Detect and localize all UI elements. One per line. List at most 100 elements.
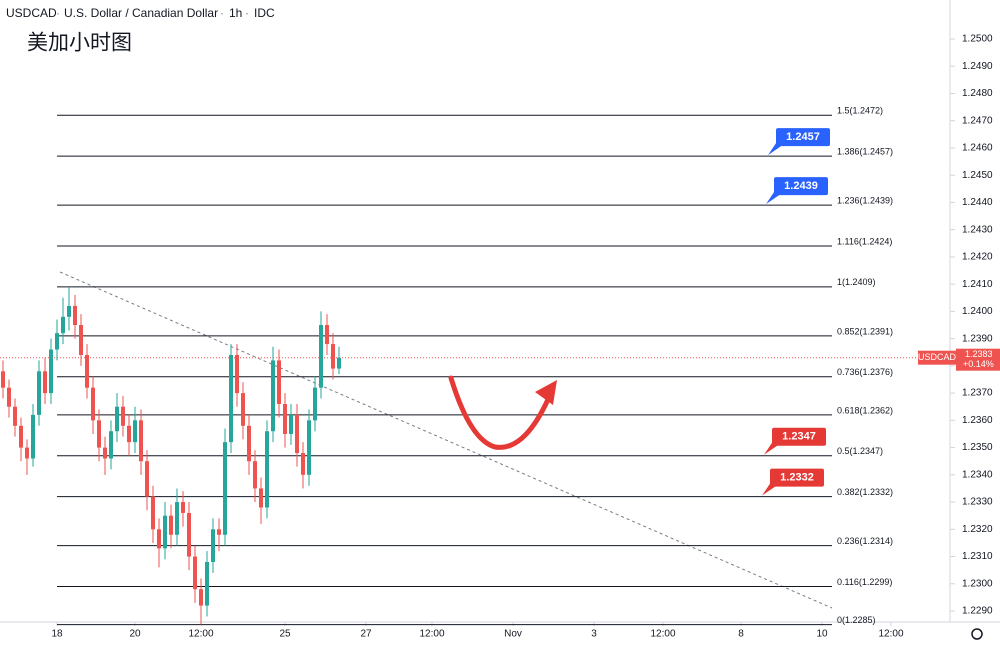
fib-label: 0.618(1.2362)	[837, 405, 893, 415]
candle-body	[193, 556, 197, 590]
fib-label: 0.852(1.2391)	[837, 326, 893, 336]
candle-body	[325, 325, 329, 345]
last-price-tag	[956, 348, 1000, 371]
price-tag	[774, 177, 828, 196]
y-tick-label: 1.2440	[962, 197, 993, 208]
price-tag	[770, 468, 824, 487]
candle-body	[259, 488, 263, 508]
candle-body	[187, 512, 191, 557]
y-tick-label: 1.2310	[962, 551, 993, 562]
y-tick-label: 1.2470	[962, 115, 993, 126]
candle-body	[133, 420, 137, 443]
candle-body	[169, 515, 173, 535]
candle-body	[205, 561, 209, 606]
gear[interactable]	[971, 628, 983, 640]
y-tick-label: 1.2420	[962, 252, 993, 263]
source: IDC	[254, 6, 275, 20]
x-tick-label: 18	[51, 629, 63, 640]
candle-body	[241, 393, 245, 426]
candle-body	[337, 357, 341, 369]
candle-body	[319, 325, 323, 388]
candle-body	[253, 461, 257, 489]
x-tick-label: 12:00	[188, 629, 213, 640]
y-tick-label: 1.2390	[962, 333, 993, 344]
plot: 1.2500 1.2490 1.2480 1.2470 1.2460 1.2450 1.24…	[0, 34, 1000, 640]
price-tag	[772, 427, 826, 446]
candle-body	[139, 420, 143, 462]
candle-body	[115, 406, 119, 432]
interval: 1h	[229, 6, 242, 20]
candle-body	[109, 431, 113, 459]
candle-body	[61, 316, 65, 334]
y-tick-label: 1.2490	[962, 61, 993, 72]
y-tick-label: 1.2290	[962, 606, 993, 617]
price-tag-label: 1.2457	[786, 131, 820, 143]
price-tag-label: 1.2332	[780, 472, 814, 484]
chart-title: 美加小时图	[27, 32, 132, 55]
change-label: +0.14%	[963, 359, 994, 369]
x-tick-label: 8	[738, 629, 744, 640]
y-tick-label: 1.2460	[962, 143, 993, 154]
fib-label: 1(1.2409)	[837, 277, 876, 287]
candle-body	[121, 406, 125, 426]
x-tick-label: 27	[360, 629, 372, 640]
candle-body	[1, 371, 5, 388]
x-tick-label: 25	[279, 629, 291, 640]
candle-body	[103, 447, 107, 459]
fib-label: 0.736(1.2376)	[837, 367, 893, 377]
candle-body	[175, 502, 179, 535]
x-tick-label: 10	[816, 629, 828, 640]
candle-body	[313, 387, 317, 421]
price-tag-label: 1.2347	[782, 431, 816, 443]
fib-label: 1.386(1.2457)	[837, 146, 893, 156]
candle-body	[181, 502, 185, 513]
trend-line	[59, 271, 833, 609]
candle-body	[235, 354, 239, 394]
separator: ·	[245, 6, 249, 20]
x-tick-label: 3	[591, 629, 597, 640]
candle-body	[211, 529, 215, 562]
candle-body	[277, 360, 281, 404]
y-tick-label: 1.2360	[962, 415, 993, 426]
candle-body	[91, 387, 95, 421]
candle-body	[73, 305, 77, 325]
fib-label: 0.5(1.2347)	[837, 446, 883, 456]
candle-body	[199, 589, 203, 606]
candle-body	[145, 461, 149, 497]
x-tick-label: 12:00	[878, 629, 903, 640]
y-tick-label: 1.2370	[962, 388, 993, 399]
y-tick-label: 1.2450	[962, 170, 993, 181]
fib-label: 0.382(1.2332)	[837, 487, 893, 497]
fib-label: 0(1.2285)	[837, 615, 876, 625]
y-tick-label: 1.2480	[962, 88, 993, 99]
candle-body	[127, 425, 131, 443]
candle-body	[55, 333, 59, 350]
candle-body	[37, 371, 41, 415]
candle-body	[43, 371, 47, 394]
fib-label: 1.116(1.2424)	[837, 236, 892, 246]
candle-body	[289, 414, 293, 434]
description: U.S. Dollar / Canadian Dollar	[64, 6, 218, 20]
candle-body	[265, 431, 269, 508]
candle-body	[31, 414, 35, 459]
settings-icon[interactable]	[971, 628, 983, 640]
y-tick-label: 1.2430	[962, 224, 993, 235]
candle-body	[79, 325, 83, 355]
y-tick-label: 1.2340	[962, 469, 993, 480]
y-tick-label: 1.2320	[962, 524, 993, 535]
x-tick-label: 12:00	[650, 629, 675, 640]
candle-body	[85, 354, 89, 388]
candle-body	[157, 529, 161, 549]
y-tick-label: 1.2350	[962, 442, 993, 453]
fib-label: 1.5(1.2472)	[837, 106, 883, 116]
candle-body	[7, 387, 11, 407]
candle-body	[97, 420, 101, 448]
candle-body	[25, 447, 29, 459]
x-tick-label: 12:00	[419, 629, 444, 640]
candle-body	[49, 349, 53, 394]
separator: ·	[56, 6, 60, 20]
fib-label: 1.236(1.2439)	[837, 196, 893, 206]
x-tick-label: Nov	[504, 629, 522, 640]
